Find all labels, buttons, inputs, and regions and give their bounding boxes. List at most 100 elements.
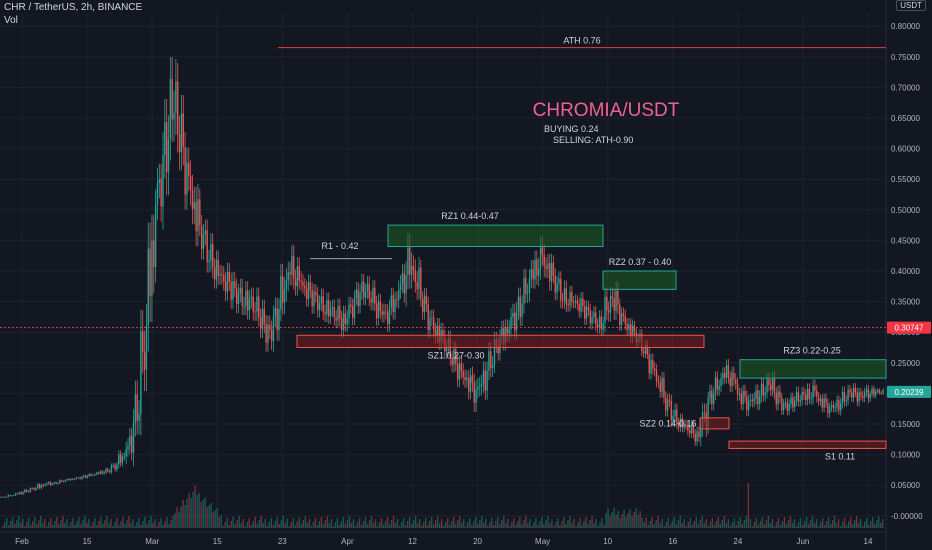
candle-body <box>552 262 555 276</box>
volume-bar <box>440 519 443 528</box>
candle-body <box>26 489 28 492</box>
volume-bar <box>174 513 176 528</box>
candle-body <box>90 473 92 476</box>
candle-body <box>526 292 529 294</box>
volume-bar <box>743 520 746 528</box>
volume-bar <box>711 518 714 528</box>
volume-bar <box>420 526 423 528</box>
time-tick-label: 23 <box>278 537 287 546</box>
volume-bar <box>302 520 305 528</box>
volume-bar <box>192 492 194 528</box>
candle-body <box>167 138 170 173</box>
candle-body <box>394 299 396 312</box>
volume-bar <box>839 526 842 528</box>
volume-bar <box>226 518 228 528</box>
candle-body <box>595 312 597 325</box>
volume-bar <box>493 525 495 528</box>
volume-bar <box>581 525 583 528</box>
volume-bar <box>693 521 695 528</box>
candle-body <box>235 287 238 305</box>
candle-body <box>48 482 50 484</box>
volume-bar <box>601 518 603 528</box>
candle-body <box>473 382 475 403</box>
candle-body <box>405 275 407 294</box>
candle-body <box>427 304 429 331</box>
volume-bar <box>366 524 369 528</box>
volume-bar <box>40 516 42 528</box>
candle-body <box>298 266 300 281</box>
volume-bar <box>350 523 353 528</box>
candle-body <box>611 296 614 299</box>
volume-bar <box>559 525 561 528</box>
candle-body <box>523 278 525 305</box>
candle-body <box>165 122 168 173</box>
volume-bar <box>148 520 150 528</box>
time-tick-label: 12 <box>408 537 417 546</box>
volume-bar <box>438 523 441 528</box>
volume-bar <box>370 516 373 528</box>
volume-bar <box>609 516 611 528</box>
crosshair-price-badge-text: 0.30747 <box>895 324 924 333</box>
candle-body <box>364 291 367 298</box>
candle-body <box>171 79 173 120</box>
volume-bar <box>593 523 595 528</box>
candle-body <box>475 389 477 403</box>
volume-bar <box>216 508 218 528</box>
candle-body <box>698 431 700 437</box>
volume-bar <box>86 523 88 528</box>
candle-body <box>536 259 538 276</box>
volume-bar <box>575 526 577 528</box>
candle-body <box>817 396 820 402</box>
symbol-title[interactable]: CHR / TetherUS, 2h, BINANCE <box>4 2 143 13</box>
volume-bar <box>869 521 872 528</box>
candle-body <box>762 383 765 396</box>
volume-bar <box>591 516 593 528</box>
volume-bar <box>66 519 68 528</box>
candle-body <box>620 313 623 325</box>
volume-bar <box>767 516 770 528</box>
volume-bar <box>22 519 24 528</box>
candle-body <box>224 281 227 292</box>
candle-body <box>545 266 547 269</box>
volume-bar <box>689 518 691 528</box>
candle-body <box>582 298 584 307</box>
candle-body <box>576 300 579 304</box>
candle-body <box>208 260 210 262</box>
candle-body <box>2 496 4 498</box>
currency-badge[interactable]: USDT <box>896 0 926 11</box>
volume-bar <box>515 525 517 528</box>
candle-body <box>123 456 126 458</box>
candle-body <box>867 389 870 399</box>
candle-body <box>659 382 661 392</box>
volume-bar <box>318 521 321 528</box>
candle-body <box>381 311 383 315</box>
candle-body <box>766 379 768 393</box>
volume-bar <box>434 520 437 528</box>
candle-body <box>845 400 847 402</box>
candle-body <box>92 475 94 476</box>
volume-bar <box>16 520 18 528</box>
candle-body <box>49 482 52 485</box>
candle-body <box>547 263 549 269</box>
candle-body <box>363 281 365 298</box>
volume-label[interactable]: Vol <box>4 15 18 26</box>
candle-body <box>569 292 571 306</box>
candle-body <box>716 377 719 390</box>
volume-bar <box>344 524 347 528</box>
candle-body <box>832 405 835 408</box>
candle-body <box>823 398 825 408</box>
candle-body <box>740 393 742 405</box>
candle-body <box>694 433 696 442</box>
volume-bar <box>793 519 796 528</box>
candle-body <box>351 306 354 318</box>
volume-bar <box>374 519 377 528</box>
candle-body <box>609 296 612 313</box>
volume-bar <box>280 520 283 528</box>
candle-body <box>619 304 621 325</box>
volume-bar <box>398 526 401 528</box>
candle-body <box>101 471 103 474</box>
volume-bar <box>134 526 136 528</box>
candle-body <box>681 418 684 428</box>
candle-body <box>484 370 486 391</box>
